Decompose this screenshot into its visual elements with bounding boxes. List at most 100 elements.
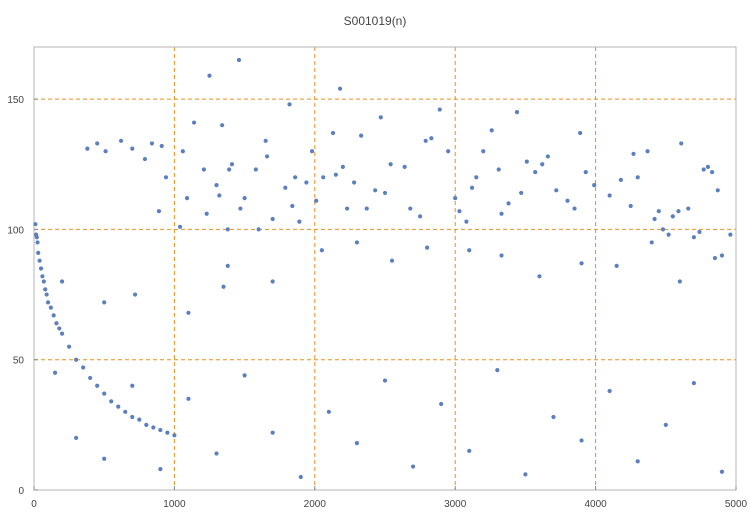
chart-title: S001019(n) bbox=[343, 14, 407, 28]
data-point bbox=[701, 167, 706, 172]
data-point bbox=[607, 388, 612, 394]
data-point bbox=[85, 146, 90, 151]
data-point bbox=[352, 180, 357, 185]
data-point bbox=[429, 136, 434, 141]
data-point bbox=[457, 209, 462, 214]
data-point bbox=[298, 474, 303, 480]
data-point bbox=[238, 206, 243, 211]
data-point bbox=[37, 258, 42, 263]
data-point bbox=[165, 430, 170, 435]
data-point bbox=[583, 169, 588, 175]
data-point bbox=[697, 229, 702, 235]
data-point bbox=[48, 305, 53, 310]
data-point bbox=[523, 472, 528, 477]
data-point bbox=[423, 138, 428, 143]
data-point bbox=[207, 73, 212, 78]
data-point bbox=[256, 227, 261, 232]
data-point bbox=[425, 245, 430, 250]
data-point bbox=[172, 433, 177, 438]
x-tick-label: 2000 bbox=[304, 499, 327, 510]
grid-lines bbox=[34, 47, 736, 490]
data-point bbox=[74, 435, 79, 440]
data-point bbox=[43, 287, 48, 292]
data-point bbox=[408, 206, 413, 211]
data-point bbox=[103, 149, 108, 154]
data-point bbox=[489, 128, 494, 133]
data-point bbox=[74, 357, 79, 362]
axis-ticks: 0 1000 2000 3000 4000 5000 0 50 100 150 bbox=[7, 95, 747, 510]
data-point bbox=[270, 279, 275, 284]
data-point bbox=[592, 183, 597, 188]
data-point bbox=[337, 86, 343, 91]
data-point bbox=[715, 188, 720, 193]
data-point bbox=[149, 141, 155, 146]
data-point bbox=[607, 193, 612, 198]
data-point bbox=[151, 425, 156, 430]
data-point bbox=[54, 321, 59, 326]
data-point bbox=[506, 201, 511, 206]
y-tick-label: 0 bbox=[18, 486, 24, 497]
data-point bbox=[554, 188, 559, 193]
data-point bbox=[691, 381, 696, 386]
data-point bbox=[524, 159, 529, 164]
data-point bbox=[676, 209, 681, 214]
data-point bbox=[499, 211, 504, 216]
data-point bbox=[95, 383, 100, 388]
data-point bbox=[378, 115, 383, 120]
data-point bbox=[163, 175, 169, 180]
data-point bbox=[705, 164, 711, 169]
data-point bbox=[382, 190, 388, 196]
data-point bbox=[118, 138, 124, 143]
data-point bbox=[333, 172, 338, 177]
data-point bbox=[670, 214, 675, 219]
data-point bbox=[373, 188, 378, 193]
data-point bbox=[495, 368, 500, 373]
data-point bbox=[36, 250, 41, 255]
data-point bbox=[382, 378, 388, 383]
data-point bbox=[614, 263, 619, 268]
data-point bbox=[309, 149, 315, 154]
data-point bbox=[221, 284, 226, 289]
data-point bbox=[52, 370, 58, 375]
data-point bbox=[719, 253, 725, 258]
data-point bbox=[344, 206, 350, 211]
data-point bbox=[635, 175, 640, 180]
data-point bbox=[691, 235, 696, 240]
data-point bbox=[297, 219, 302, 224]
data-point bbox=[330, 130, 336, 136]
data-point bbox=[186, 396, 191, 401]
data-point bbox=[44, 292, 49, 297]
data-point bbox=[263, 138, 268, 143]
data-point bbox=[314, 198, 319, 203]
data-point bbox=[565, 198, 570, 203]
data-point bbox=[180, 149, 185, 154]
data-point bbox=[57, 326, 62, 331]
data-point bbox=[663, 422, 668, 427]
data-point bbox=[293, 175, 298, 180]
data-point bbox=[319, 248, 324, 253]
data-point bbox=[439, 401, 444, 407]
data-point bbox=[214, 451, 219, 456]
y-tick-label: 50 bbox=[13, 356, 25, 367]
data-point bbox=[217, 193, 222, 198]
data-point bbox=[666, 232, 671, 237]
x-tick-label: 1000 bbox=[163, 499, 186, 510]
data-point bbox=[33, 222, 38, 227]
data-point bbox=[130, 414, 135, 420]
data-point bbox=[191, 120, 197, 125]
data-point bbox=[102, 300, 107, 305]
data-point bbox=[652, 216, 657, 222]
data-point bbox=[41, 279, 46, 284]
data-point bbox=[242, 373, 247, 378]
data-point bbox=[389, 258, 395, 263]
data-point bbox=[437, 107, 442, 112]
x-tick-label: 5000 bbox=[725, 499, 748, 510]
data-point bbox=[123, 409, 128, 414]
data-point bbox=[474, 175, 479, 180]
data-point bbox=[59, 331, 65, 336]
data-point bbox=[677, 279, 682, 284]
data-point bbox=[537, 274, 542, 279]
x-tick-label: 3000 bbox=[444, 499, 467, 510]
data-point bbox=[481, 149, 486, 154]
